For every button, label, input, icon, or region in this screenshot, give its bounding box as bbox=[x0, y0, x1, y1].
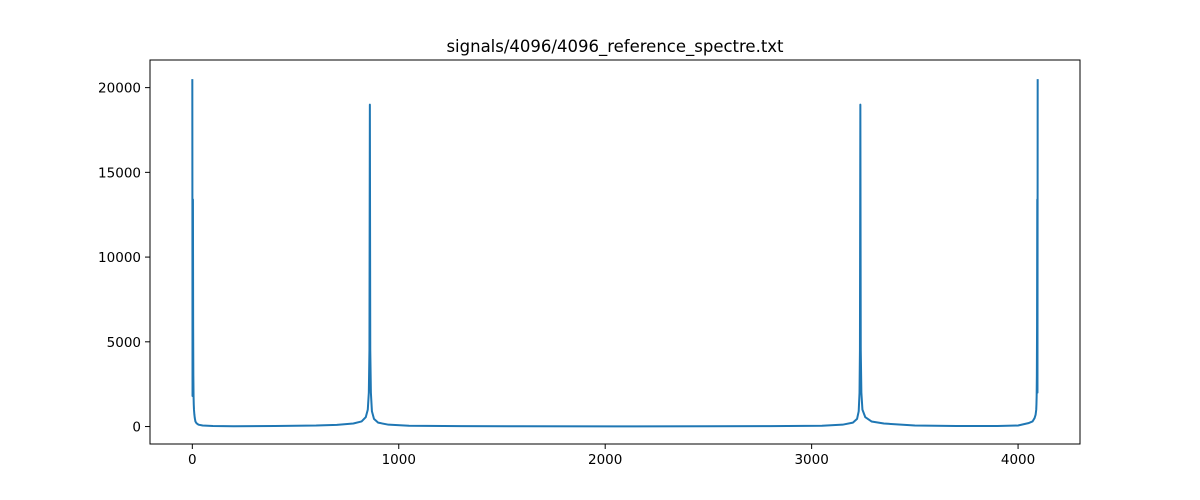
x-tick-label: 4000 bbox=[1001, 452, 1035, 468]
y-tick-label: 0 bbox=[132, 420, 141, 436]
y-tick-label: 5000 bbox=[107, 335, 141, 351]
series-layer bbox=[191, 79, 1039, 428]
y-axis-ticks: 0 5000 10000 15000 20000 bbox=[98, 81, 150, 436]
x-tick-label: 0 bbox=[188, 452, 197, 468]
y-tick-label: 20000 bbox=[98, 81, 141, 97]
axes-frame bbox=[149, 59, 1081, 445]
x-tick-label: 3000 bbox=[794, 452, 828, 468]
x-tick-label: 1000 bbox=[382, 452, 416, 468]
y-tick-label: 10000 bbox=[98, 250, 141, 266]
x-tick-label: 2000 bbox=[588, 452, 622, 468]
x-axis-ticks: 0 1000 2000 3000 4000 bbox=[188, 444, 1035, 468]
chart-title: signals/4096/4096_reference_spectre.txt bbox=[446, 37, 784, 57]
series-line-0 bbox=[191, 79, 1039, 428]
y-tick-label: 15000 bbox=[98, 165, 141, 181]
